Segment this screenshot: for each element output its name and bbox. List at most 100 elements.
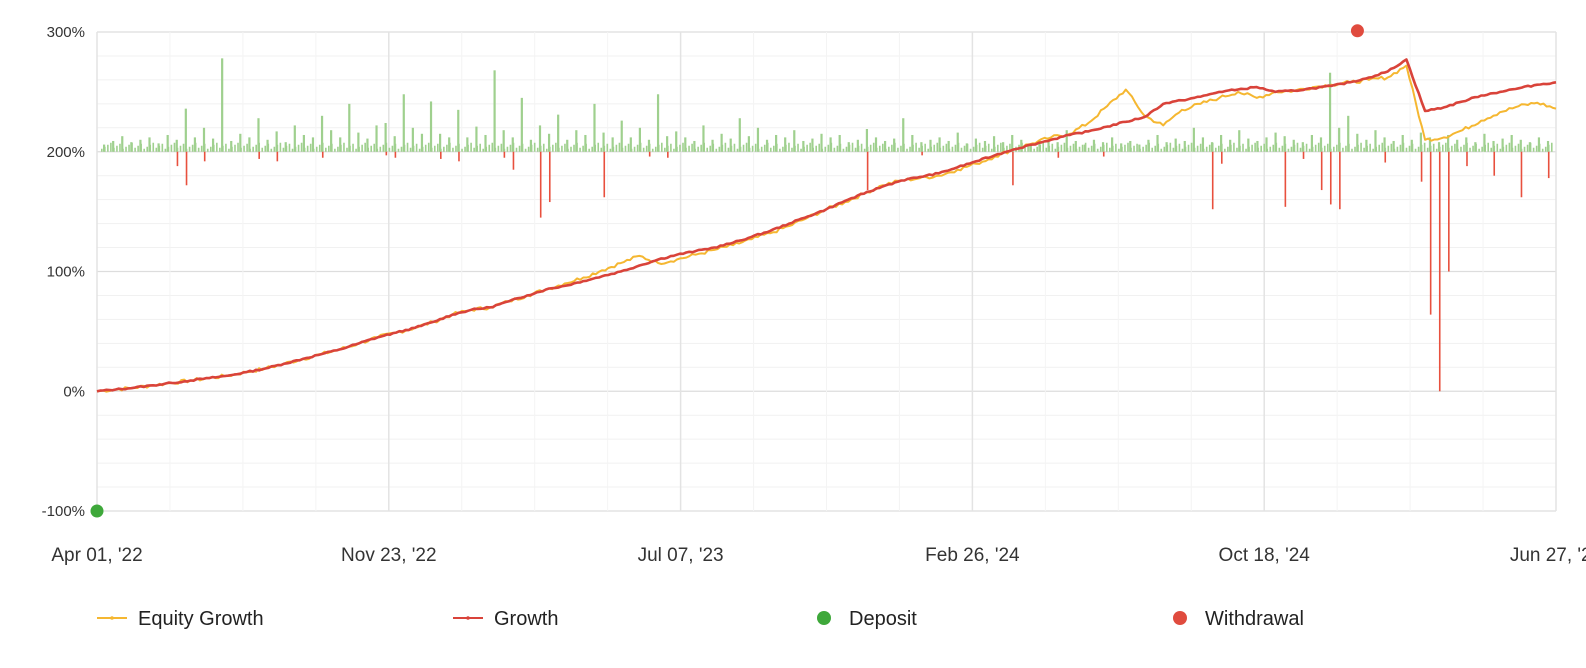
bar-positive-minor bbox=[1523, 146, 1526, 152]
bar-negative bbox=[866, 151, 869, 191]
bar-positive-minor bbox=[527, 146, 530, 152]
legend-item-deposit[interactable]: Deposit bbox=[817, 608, 917, 630]
bar-positive-minor bbox=[125, 146, 127, 152]
bar-positive-minor bbox=[243, 145, 245, 152]
legend-item-equity-growth[interactable]: Equity Growth bbox=[97, 608, 264, 630]
bar-positive-minor bbox=[954, 144, 957, 152]
bar-positive bbox=[366, 138, 369, 152]
bar-positive-minor bbox=[373, 143, 376, 152]
bar-positive bbox=[1101, 142, 1105, 152]
bar-positive-minor bbox=[960, 147, 963, 152]
bar-negative bbox=[1384, 151, 1387, 163]
legend[interactable]: Equity Growth Growth Deposit Withdrawal bbox=[97, 608, 1304, 630]
bar-positive-minor bbox=[1263, 143, 1265, 152]
bar-positive-minor bbox=[1305, 143, 1308, 152]
bar-positive bbox=[856, 139, 859, 152]
legend-swatch-dot bbox=[110, 616, 114, 620]
bar-positive-minor bbox=[969, 148, 972, 152]
bar-positive bbox=[239, 133, 242, 152]
bar-positive bbox=[1120, 143, 1123, 152]
bar-positive-minor bbox=[636, 144, 639, 152]
bar-positive-minor bbox=[972, 146, 975, 152]
bar-positive-minor bbox=[1096, 148, 1099, 152]
bar-positive-minor bbox=[809, 142, 811, 152]
bar-positive-minor bbox=[388, 147, 391, 152]
legend-item-withdrawal[interactable]: Withdrawal bbox=[1173, 608, 1304, 630]
bar-positive-minor bbox=[1045, 147, 1048, 152]
bar-positive bbox=[1428, 137, 1432, 152]
bar-positive-minor bbox=[1408, 145, 1411, 152]
bar-positive-minor bbox=[1214, 147, 1217, 152]
bar-positive bbox=[711, 139, 714, 152]
bar-positive bbox=[629, 137, 632, 152]
bar-positive-minor bbox=[1508, 142, 1511, 152]
bar-positive-minor bbox=[1369, 143, 1371, 152]
bar-positive-minor bbox=[161, 143, 164, 152]
bar-positive-minor bbox=[155, 147, 158, 152]
bar-positive-minor bbox=[355, 148, 357, 152]
deposit-marker[interactable] bbox=[90, 504, 104, 518]
bar-positive-minor bbox=[1009, 143, 1011, 152]
bar-positive bbox=[1174, 138, 1177, 152]
bar-positive-minor bbox=[1441, 144, 1444, 152]
bar-positive bbox=[1074, 140, 1077, 152]
bar-positive-minor bbox=[252, 146, 254, 152]
bar-positive bbox=[1038, 140, 1041, 152]
bar-positive bbox=[1156, 134, 1159, 152]
bar-positive-minor bbox=[1054, 148, 1057, 152]
bar-positive-minor bbox=[1426, 147, 1429, 152]
bar-positive bbox=[902, 118, 905, 152]
withdrawal-marker[interactable] bbox=[1350, 24, 1364, 38]
bar-positive-minor bbox=[555, 142, 557, 152]
bar-positive-minor bbox=[1296, 142, 1299, 152]
bar-positive-minor bbox=[1178, 143, 1181, 152]
bar-positive-minor bbox=[346, 147, 348, 152]
bar-positive-minor bbox=[760, 146, 763, 152]
bar-positive-minor bbox=[206, 148, 209, 152]
bar-positive-minor bbox=[1078, 146, 1081, 152]
bar-positive-minor bbox=[261, 147, 264, 152]
bar-positive-minor bbox=[470, 142, 472, 152]
bar-positive bbox=[575, 130, 578, 152]
y-tick-label: 300% bbox=[47, 24, 85, 41]
bar-positive-minor bbox=[588, 148, 590, 152]
bar-positive-minor bbox=[1481, 146, 1483, 152]
bar-positive bbox=[611, 137, 614, 152]
bar-positive-minor bbox=[1251, 144, 1253, 152]
bar-positive-minor bbox=[1333, 146, 1335, 152]
bar-positive-minor bbox=[1290, 146, 1293, 152]
bar-positive-minor bbox=[633, 146, 636, 152]
bar-positive bbox=[1437, 142, 1441, 152]
bar-positive-minor bbox=[1541, 148, 1544, 152]
bar-positive-minor bbox=[673, 148, 675, 152]
bar-positive-minor bbox=[773, 145, 775, 152]
bar-positive-minor bbox=[325, 147, 327, 152]
bar-positive-minor bbox=[391, 145, 394, 152]
bar-positive-minor bbox=[1317, 142, 1320, 152]
bar-positive bbox=[720, 133, 723, 152]
bar-positive-minor bbox=[927, 148, 929, 152]
bar-positive bbox=[1056, 142, 1059, 152]
bar-positive-minor bbox=[1199, 143, 1202, 152]
bar-positive bbox=[1419, 132, 1422, 152]
bar-positive-minor bbox=[664, 147, 666, 152]
bar-positive-minor bbox=[1390, 143, 1393, 152]
bar-positive-minor bbox=[742, 144, 745, 152]
bar-positive-minor bbox=[624, 145, 627, 152]
bar-positive-minor bbox=[1024, 147, 1026, 152]
bar-positive-minor bbox=[1469, 147, 1471, 152]
bar-positive-minor bbox=[264, 145, 267, 152]
legend-item-growth[interactable]: Growth bbox=[453, 608, 558, 630]
bar-positive-minor bbox=[751, 145, 754, 152]
bar-positive bbox=[865, 128, 869, 152]
bar-positive-minor bbox=[219, 147, 221, 152]
bar-positive-minor bbox=[824, 146, 827, 152]
bar-positive bbox=[429, 101, 433, 152]
bar-positive-minor bbox=[906, 148, 908, 152]
bar-positive-minor bbox=[1345, 145, 1347, 152]
bar-negative bbox=[1547, 151, 1550, 179]
bar-positive-minor bbox=[1172, 147, 1175, 152]
bar-positive bbox=[1319, 137, 1323, 152]
bar-positive-minor bbox=[642, 147, 645, 152]
bar-negative bbox=[1466, 151, 1468, 167]
